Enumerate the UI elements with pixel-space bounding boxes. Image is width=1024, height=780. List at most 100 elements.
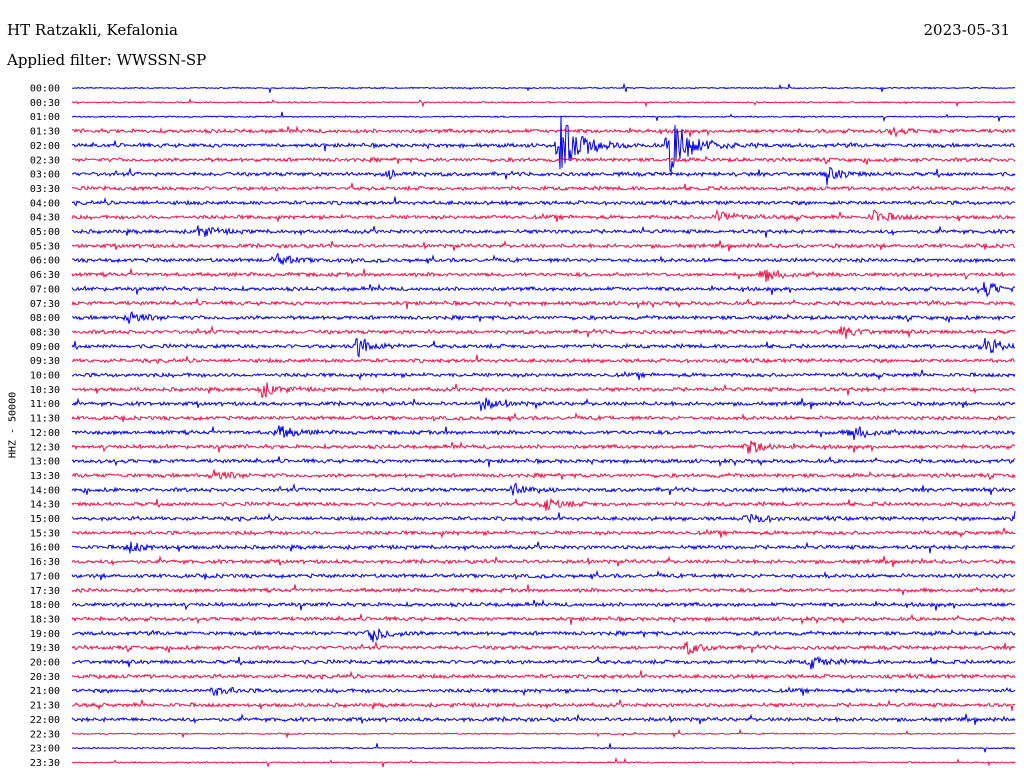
trace-row-0600 [71,252,1016,265]
station-title: HT Ratzakli, Kefalonia [7,21,178,39]
row-label: 08:00 [30,313,60,324]
row-label: 03:30 [30,184,60,195]
trace-row-2000 [71,656,1016,670]
row-label: 13:30 [30,471,60,482]
trace-row-0730 [71,297,1016,310]
row-label: 17:00 [30,571,60,582]
row-label: 14:00 [30,485,60,496]
trace-row-1530 [71,527,1016,539]
row-label: 18:00 [30,600,60,611]
row-label: 19:00 [30,629,60,640]
trace-row-0930 [71,354,1015,365]
trace-row-0000 [71,82,1016,93]
trace-row-0200 [71,116,1016,173]
row-label: 01:00 [30,112,60,123]
row-label: 07:30 [30,299,60,310]
row-label: 03:00 [30,170,60,181]
row-label: 23:30 [30,758,60,769]
trace-row-0430 [71,208,1016,223]
trace-row-1300 [71,455,1016,468]
row-label: 05:00 [30,227,60,238]
trace-row-1830 [71,613,1016,626]
trace-row-0700 [71,281,1016,297]
trace-row-1700 [71,569,1016,581]
row-label: 00:30 [30,98,60,109]
trace-row-0330 [71,182,1016,192]
trace-row-1430 [71,497,1016,512]
row-label: 21:00 [30,686,60,697]
trace-row-0030 [71,97,1016,108]
row-label: 11:30 [30,414,60,425]
trace-row-0630 [71,268,1016,283]
row-label: 10:30 [30,385,60,396]
row-label: 18:30 [30,614,60,625]
trace-row-2130 [71,699,1016,712]
row-label: 15:00 [30,514,60,525]
trace-row-1500 [71,511,1016,524]
row-label: 22:30 [30,729,60,740]
trace-row-0100 [71,111,1016,123]
row-label: 11:00 [30,399,60,410]
row-label: 10:00 [30,371,60,382]
row-label: 12:00 [30,428,60,439]
row-label: 02:00 [30,141,60,152]
trace-row-1100 [71,397,1016,412]
row-label: 07:00 [30,284,60,295]
row-label: 19:30 [30,643,60,654]
trace-row-1330 [71,469,1016,481]
row-label: 21:30 [30,701,60,712]
trace-row-1930 [71,640,1016,655]
trace-row-0900 [71,337,1016,358]
trace-row-1400 [71,482,1016,496]
row-label: 01:30 [30,127,60,138]
trace-row-1600 [71,541,1016,554]
row-label: 08:30 [30,327,60,338]
row-label: 15:30 [30,528,60,539]
row-label: 14:30 [30,500,60,511]
trace-row-0500 [71,225,1016,238]
row-label: 16:00 [30,543,60,554]
trace-row-1800 [71,598,1016,611]
row-label: 17:30 [30,586,60,597]
row-label: 06:30 [30,270,60,281]
trace-row-0830 [71,324,1016,339]
trace-row-1900 [71,628,1016,643]
date-label: 2023-05-31 [923,21,1010,39]
trace-row-0400 [71,196,1016,207]
row-label: 20:30 [30,672,60,683]
trace-row-2300 [71,743,1016,753]
row-label: 02:30 [30,155,60,166]
row-label: 04:30 [30,213,60,224]
trace-row-1000 [71,369,1016,381]
row-label: 00:00 [30,84,60,95]
trace-row-0300 [71,166,1016,186]
row-label: 06:00 [30,256,60,267]
row-label: 05:30 [30,241,60,252]
trace-row-2200 [71,713,1016,725]
trace-row-2330 [71,756,1016,768]
trace-row-1200 [71,425,1016,441]
trace-row-2100 [71,686,1016,697]
row-label: 12:30 [30,442,60,453]
trace-row-0230 [71,155,1016,165]
trace-row-1730 [71,584,1015,596]
trace-row-0530 [71,240,1016,252]
trace-row-1030 [71,382,1016,398]
filter-subtitle: Applied filter: WWSSN-SP [7,51,207,69]
trace-row-1130 [71,412,1016,423]
row-label: 13:00 [30,457,60,468]
trace-row-2030 [71,670,1016,680]
row-label: 23:00 [30,744,60,755]
trace-row-1630 [71,555,1016,568]
row-label: 09:30 [30,356,60,367]
trace-row-0130 [71,125,1016,139]
trace-row-2230 [71,728,1016,739]
trace-row-1230 [71,440,1016,454]
row-label: 20:00 [30,658,60,669]
row-label: 09:00 [30,342,60,353]
row-label: 04:00 [30,198,60,209]
row-label: 16:30 [30,557,60,568]
row-label: 22:00 [30,715,60,726]
trace-row-0800 [71,311,1016,324]
